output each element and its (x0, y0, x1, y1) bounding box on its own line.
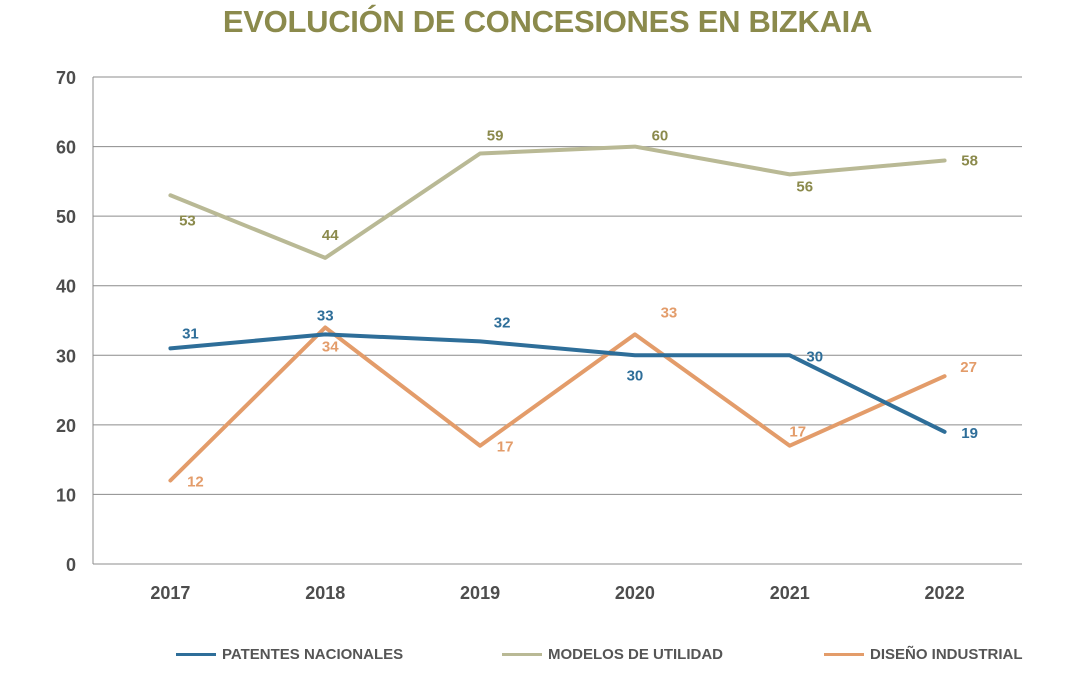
data-label: 44 (322, 227, 339, 244)
x-tick-label: 2022 (925, 583, 965, 603)
gridlines (93, 76, 1022, 495)
data-label: 17 (789, 424, 806, 441)
data-label: 31 (182, 325, 199, 342)
data-label: 17 (497, 439, 514, 456)
y-tick-label: 10 (56, 485, 76, 505)
legend-swatch-diseno (824, 653, 864, 656)
data-label: 30 (806, 348, 823, 365)
data-label: 56 (796, 178, 813, 195)
data-label: 19 (961, 425, 978, 442)
data-label: 12 (187, 474, 204, 491)
legend-label-diseno: DISEÑO INDUSTRIAL (870, 646, 1023, 663)
series-line (168, 332, 947, 434)
legend-item-modelos: MODELOS DE UTILIDAD (502, 646, 723, 663)
series-line (168, 144, 947, 260)
x-tick-label: 2019 (460, 583, 500, 603)
y-tick-label: 50 (56, 207, 76, 227)
x-tick-label: 2017 (150, 583, 190, 603)
legend-label-patentes: PATENTES NACIONALES (222, 646, 404, 663)
y-tick-label: 0 (66, 555, 76, 575)
legend-item-patentes: PATENTES NACIONALES (176, 646, 403, 663)
data-label: 60 (652, 128, 669, 145)
data-label: 33 (317, 307, 334, 324)
legend-swatch-patentes (176, 653, 216, 656)
y-tick-label: 60 (56, 138, 76, 158)
legend-item-diseno: DISEÑO INDUSTRIAL (824, 646, 1023, 663)
data-label: 32 (494, 314, 511, 331)
y-tick-label: 20 (56, 416, 76, 436)
series-lines (168, 144, 947, 483)
legend-swatch-modelos (502, 653, 542, 656)
data-label: 33 (661, 304, 678, 321)
data-label: 58 (961, 152, 978, 169)
data-label: 53 (179, 212, 196, 229)
data-label: 30 (627, 367, 644, 384)
y-tick-label: 70 (56, 68, 76, 88)
y-tick-label: 40 (56, 277, 76, 297)
y-tick-label: 30 (56, 346, 76, 366)
x-tick-label: 2018 (305, 583, 345, 603)
x-tick-label: 2021 (770, 583, 810, 603)
series-line (168, 325, 947, 483)
data-label: 34 (322, 338, 339, 355)
data-label: 27 (960, 359, 977, 376)
legend-label-modelos: MODELOS DE UTILIDAD (548, 646, 723, 663)
chart-title: EVOLUCIÓN DE CONCESIONES EN BIZKAIA (222, 4, 873, 39)
data-label: 59 (487, 128, 504, 145)
axes: 0 10 20 30 40 50 60 70 2017 2018 2019 2020 2021 2022 (56, 68, 1022, 603)
x-tick-label: 2020 (615, 583, 655, 603)
data-labels: 31 33 32 30 30 19 53 44 59 60 56 58 12 34 17 33 17 27 (179, 128, 978, 491)
